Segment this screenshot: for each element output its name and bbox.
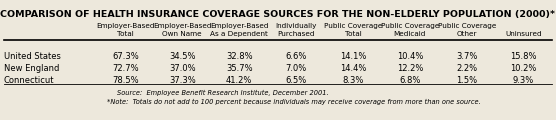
Text: Individually: Individually	[275, 23, 317, 29]
Text: 37.3%: 37.3%	[169, 76, 196, 85]
Text: 37.0%: 37.0%	[169, 64, 196, 73]
Text: Employer-Based: Employer-Based	[210, 23, 269, 29]
Text: *Note:  Totals do not add to 100 percent because individuals may receive coverag: *Note: Totals do not add to 100 percent …	[107, 99, 481, 105]
Text: 3.7%: 3.7%	[456, 52, 478, 61]
Text: Employer-Based: Employer-Based	[96, 23, 155, 29]
Text: Employer-Based: Employer-Based	[153, 23, 212, 29]
Text: 10.4%: 10.4%	[396, 52, 423, 61]
Text: 6.6%: 6.6%	[285, 52, 307, 61]
Text: Medicaid: Medicaid	[394, 31, 426, 37]
Text: Uninsured: Uninsured	[505, 31, 542, 37]
Text: United States: United States	[4, 52, 61, 61]
Text: 14.4%: 14.4%	[340, 64, 366, 73]
Text: Public Coverage: Public Coverage	[438, 23, 496, 29]
Text: 34.5%: 34.5%	[169, 52, 196, 61]
Text: 8.3%: 8.3%	[342, 76, 364, 85]
Text: Public Coverage: Public Coverage	[381, 23, 439, 29]
Text: 72.7%: 72.7%	[112, 64, 139, 73]
Text: Own Name: Own Name	[162, 31, 202, 37]
Text: 32.8%: 32.8%	[226, 52, 252, 61]
Text: Connecticut: Connecticut	[4, 76, 54, 85]
Text: 7.0%: 7.0%	[285, 64, 307, 73]
Text: 78.5%: 78.5%	[112, 76, 139, 85]
Text: As a Dependent: As a Dependent	[210, 31, 268, 37]
Text: New England: New England	[4, 64, 59, 73]
Text: 1.5%: 1.5%	[456, 76, 477, 85]
Text: Public Coverage: Public Coverage	[324, 23, 382, 29]
Text: Source:  Employee Benefit Research Institute, December 2001.: Source: Employee Benefit Research Instit…	[117, 90, 329, 96]
Text: Total: Total	[117, 31, 134, 37]
Text: 9.3%: 9.3%	[513, 76, 534, 85]
Text: 15.8%: 15.8%	[510, 52, 537, 61]
Text: 2.2%: 2.2%	[456, 64, 477, 73]
Text: 6.5%: 6.5%	[285, 76, 307, 85]
Text: COMPARISON OF HEALTH INSURANCE COVERAGE SOURCES FOR THE NON-ELDERLY POPULATION (: COMPARISON OF HEALTH INSURANCE COVERAGE …	[1, 10, 555, 19]
Text: Other: Other	[456, 31, 477, 37]
Text: 41.2%: 41.2%	[226, 76, 252, 85]
Text: 6.8%: 6.8%	[399, 76, 420, 85]
Text: 35.7%: 35.7%	[226, 64, 252, 73]
Text: Purchased: Purchased	[277, 31, 315, 37]
Text: Total: Total	[345, 31, 361, 37]
Text: 12.2%: 12.2%	[396, 64, 423, 73]
Text: 10.2%: 10.2%	[510, 64, 537, 73]
Text: 14.1%: 14.1%	[340, 52, 366, 61]
Text: 67.3%: 67.3%	[112, 52, 139, 61]
